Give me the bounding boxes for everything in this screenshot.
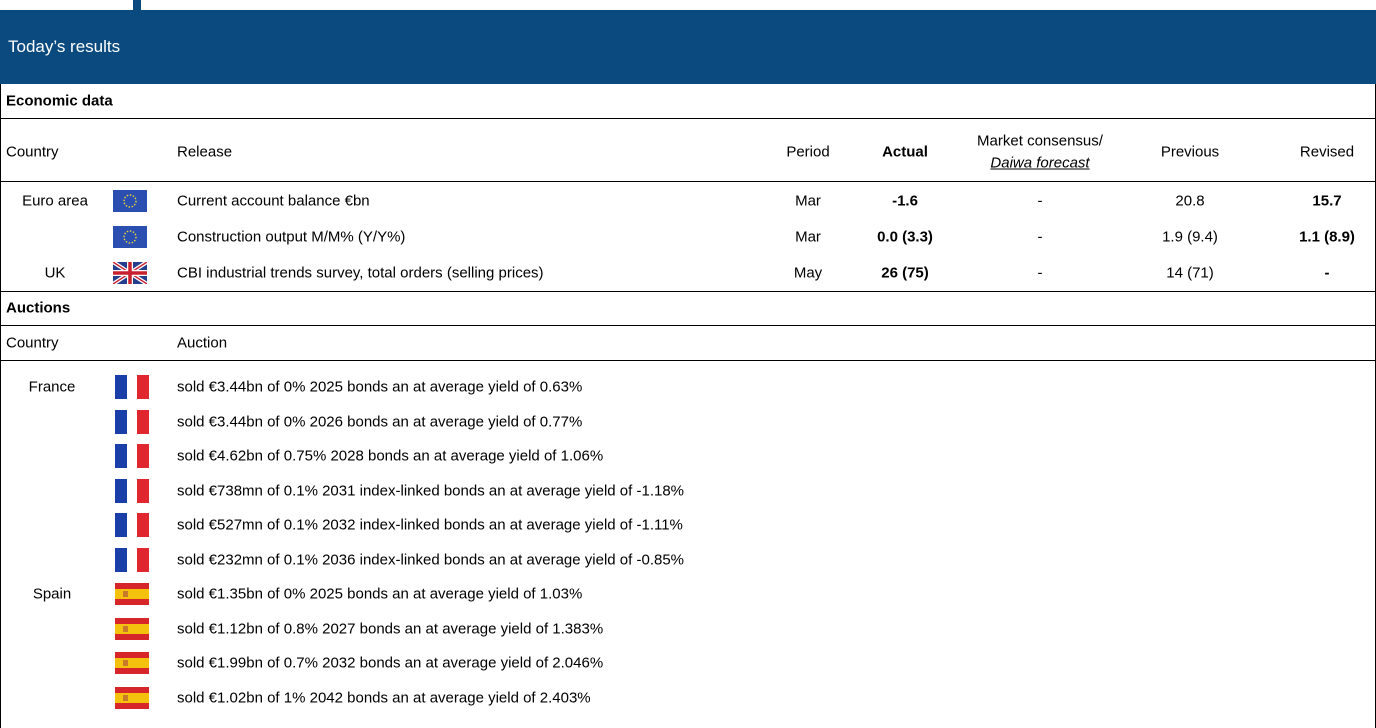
country: Euro area xyxy=(22,192,88,210)
header-band xyxy=(0,10,1376,84)
country: Spain xyxy=(32,585,72,603)
country: UK xyxy=(44,264,66,282)
flag xyxy=(115,583,149,605)
release: CBI industrial trends survey, total orde… xyxy=(177,264,544,282)
flag xyxy=(115,652,149,674)
flag xyxy=(115,444,149,468)
rule xyxy=(1,291,1375,292)
column-header: Actual xyxy=(882,143,928,161)
previous: 20.8 xyxy=(1175,192,1205,210)
country: France xyxy=(28,378,76,396)
actual: -1.6 xyxy=(892,192,918,210)
consensus: - xyxy=(1037,228,1043,246)
actual: 26 (75) xyxy=(881,264,929,282)
auction: sold €4.62bn of 0.75% 2028 bonds an at a… xyxy=(177,447,604,465)
column-header: Market consensus/ xyxy=(977,132,1103,150)
flag xyxy=(113,190,147,212)
column-header: Period xyxy=(786,143,830,161)
flag xyxy=(115,547,149,572)
section-title: Auctions xyxy=(6,299,71,317)
auction: sold €527mn of 0.1% 2032 index-linked bo… xyxy=(177,516,683,534)
flag xyxy=(115,478,149,503)
previous: 14 (71) xyxy=(1166,264,1214,282)
revised: 15.7 xyxy=(1312,192,1342,210)
auction: sold €1.12bn of 0.8% 2027 bonds an at av… xyxy=(177,620,604,637)
flag xyxy=(115,409,149,434)
period: Mar xyxy=(795,228,821,246)
consensus: - xyxy=(1037,192,1043,210)
border-left xyxy=(0,84,1,728)
revised: 1.1 (8.9) xyxy=(1299,228,1355,246)
actual: 0.0 (3.3) xyxy=(877,228,933,246)
column-header: Previous xyxy=(1160,143,1220,161)
auction: sold €3.44bn of 0% 2026 bonds an at aver… xyxy=(177,413,583,430)
column-header: Country xyxy=(6,143,59,161)
previous: 1.9 (9.4) xyxy=(1162,228,1218,246)
auction: sold €738mn of 0.1% 2031 index-linked bo… xyxy=(177,482,685,499)
auction: sold €3.44bn of 0% 2025 bonds an at aver… xyxy=(177,378,583,396)
section-title: Economic data xyxy=(6,92,113,110)
auction: sold €1.02bn of 1% 2042 bonds an at aver… xyxy=(177,689,591,706)
flag xyxy=(113,226,147,248)
header-title: Today’s results xyxy=(8,37,121,56)
rule xyxy=(1,325,1375,326)
flag xyxy=(115,617,149,640)
column-header: Release xyxy=(177,143,233,161)
column-header: Daiwa forecast xyxy=(990,154,1090,172)
column-header: Revised xyxy=(1299,143,1355,161)
period: May xyxy=(793,264,823,282)
column-header: Country xyxy=(6,334,59,352)
flag xyxy=(115,686,149,709)
flag xyxy=(113,262,147,284)
column-header: Auction xyxy=(177,334,228,352)
accent-bar xyxy=(133,0,141,10)
auction: sold €1.35bn of 0% 2025 bonds an at aver… xyxy=(177,585,583,603)
flag xyxy=(115,513,149,537)
release: Current account balance €bn xyxy=(177,192,370,210)
rule xyxy=(1,181,1375,182)
flag xyxy=(115,375,149,399)
period: Mar xyxy=(795,192,821,210)
release: Construction output M/M% (Y/Y%) xyxy=(177,228,406,246)
auction: sold €232mn of 0.1% 2036 index-linked bo… xyxy=(177,551,685,568)
rule xyxy=(1,118,1375,119)
auction: sold €1.99bn of 0.7% 2032 bonds an at av… xyxy=(177,654,604,672)
consensus: - xyxy=(1037,264,1043,282)
revised: - xyxy=(1324,264,1330,282)
rule xyxy=(1,360,1375,361)
